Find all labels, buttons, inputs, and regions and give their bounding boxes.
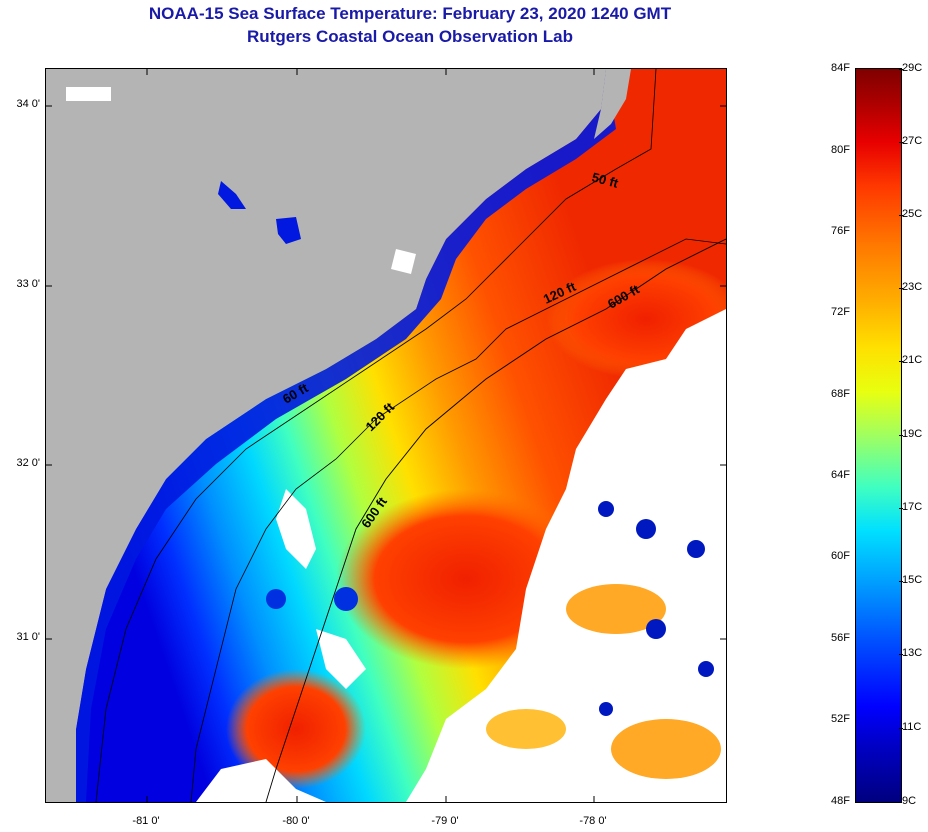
cb-tick xyxy=(899,435,903,436)
cold-speck xyxy=(687,540,705,558)
cb-f-84: 84F xyxy=(831,62,850,74)
cb-c-11: 11C xyxy=(902,721,922,733)
cb-f-48: 48F xyxy=(831,795,850,807)
temperature-colorbar xyxy=(855,68,902,803)
axis-ticks xyxy=(46,69,726,802)
cb-tick xyxy=(899,361,903,362)
lon-label-81: -81 0' xyxy=(132,815,160,827)
cold-speck xyxy=(598,501,614,517)
cb-tick xyxy=(899,142,903,143)
cold-speck xyxy=(646,619,666,639)
warm-patch-clouds-1 xyxy=(566,584,666,634)
lon-label-80: -80 0' xyxy=(282,815,310,827)
cb-c-23: 23C xyxy=(902,281,923,293)
sst-map-canvas: 50 ft 60 ft 120 ft 120 ft 600 ft 600 ft xyxy=(46,69,726,802)
cb-f-68: 68F xyxy=(831,388,850,400)
land-mass xyxy=(46,69,606,802)
cb-c-17: 17C xyxy=(902,501,923,513)
cb-tick xyxy=(899,581,903,582)
cb-f-64: 64F xyxy=(831,469,850,481)
warm-core-2 xyxy=(226,669,366,789)
lon-label-78: -78 0' xyxy=(579,815,607,827)
inland-lake-1 xyxy=(276,217,301,244)
cb-f-52: 52F xyxy=(831,713,850,725)
inland-lake-3 xyxy=(66,87,111,101)
cb-tick xyxy=(899,508,903,509)
cb-c-29: 29C xyxy=(902,62,923,74)
warm-patch-clouds-2 xyxy=(611,719,721,779)
lat-label-34: 34 0' xyxy=(16,98,40,110)
sst-map[interactable]: 50 ft 60 ft 120 ft 120 ft 600 ft 600 ft xyxy=(45,68,727,803)
lat-label-32: 32 0' xyxy=(16,457,40,469)
cb-c-15: 15C xyxy=(902,574,923,586)
cb-f-72: 72F xyxy=(831,306,850,318)
warm-patch-clouds-3 xyxy=(486,709,566,749)
cloud-patch-2 xyxy=(316,629,366,689)
lon-label-79: -79 0' xyxy=(431,815,459,827)
cb-tick xyxy=(899,215,903,216)
cb-tick xyxy=(899,728,903,729)
cloud-region-south xyxy=(196,759,326,802)
inland-lake-2 xyxy=(218,181,246,209)
cb-c-9: 9C xyxy=(902,795,917,807)
cb-c-27: 27C xyxy=(902,135,923,147)
cold-speck xyxy=(334,587,358,611)
lat-label-33: 33 0' xyxy=(16,278,40,290)
cold-speck xyxy=(599,702,613,716)
contour-50ft xyxy=(95,69,657,802)
cb-f-56: 56F xyxy=(831,632,850,644)
map-subtitle: Rutgers Coastal Ocean Observation Lab xyxy=(247,27,573,46)
cb-c-25: 25C xyxy=(902,208,923,220)
cb-f-76: 76F xyxy=(831,225,850,237)
contour-label-50ft: 50 ft xyxy=(590,169,620,191)
cb-c-21: 21C xyxy=(902,354,923,366)
cloud-patch-3 xyxy=(391,249,416,274)
cold-speck xyxy=(698,661,714,677)
contour-600ft xyxy=(265,238,726,802)
cb-c-19: 19C xyxy=(902,428,923,440)
cb-f-60: 60F xyxy=(831,550,850,562)
cb-tick xyxy=(899,69,903,70)
cb-f-80: 80F xyxy=(831,144,850,156)
map-title: NOAA-15 Sea Surface Temperature: Februar… xyxy=(148,4,672,23)
cb-tick xyxy=(899,288,903,289)
cloud-patch-1 xyxy=(276,489,316,569)
cb-tick xyxy=(899,654,903,655)
cold-speck xyxy=(636,519,656,539)
contour-120ft xyxy=(190,238,726,802)
cape-land xyxy=(594,69,631,139)
cb-c-13: 13C xyxy=(902,647,923,659)
cloud-region-east xyxy=(406,309,726,802)
lat-label-31: 31 0' xyxy=(16,631,40,643)
cold-speck xyxy=(266,589,286,609)
